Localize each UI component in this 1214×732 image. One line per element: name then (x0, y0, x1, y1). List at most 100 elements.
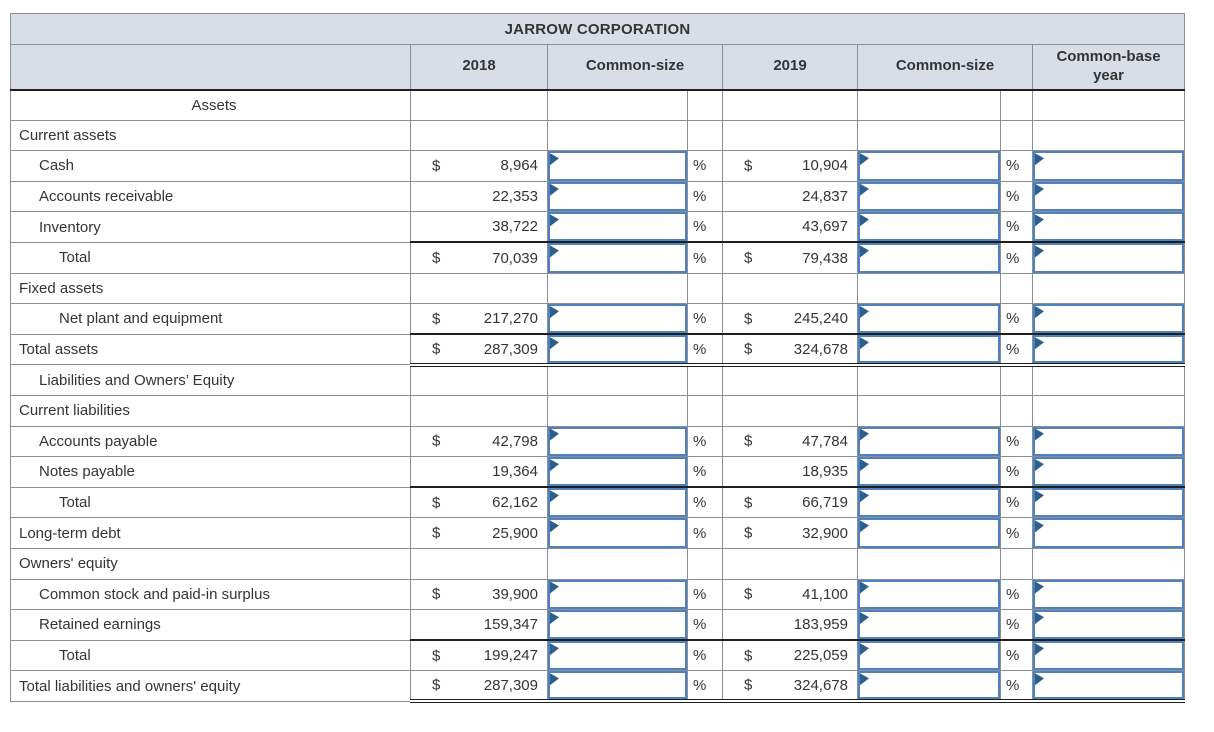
common-size-2018-input-cell (547, 670, 688, 704)
common-size-2019-input[interactable] (858, 182, 1000, 211)
common-size-2019-input[interactable] (858, 671, 1000, 698)
amount-2018: $217,270 (410, 303, 548, 335)
common-size-2018-input[interactable] (548, 518, 687, 548)
common-base-year-input-cell (1031, 547, 1186, 580)
percent-sign-2018: % (687, 609, 723, 641)
amount-2018: 38,722 (410, 211, 548, 243)
common-size-2018-input[interactable] (548, 579, 687, 609)
common-size-2019-input-cell (857, 547, 1001, 580)
common-size-2018-input[interactable] (548, 212, 687, 242)
common-size-2019-input[interactable] (858, 336, 1000, 361)
common-size-2018-input[interactable] (548, 642, 687, 670)
row-label: Current liabilities (10, 394, 411, 427)
amount-value: 287,309 (483, 340, 538, 358)
common-size-2018-input[interactable] (548, 610, 687, 640)
amount-value: 62,162 (492, 494, 538, 512)
common-base-year-input[interactable] (1033, 671, 1184, 698)
amount-2018: $42,798 (410, 425, 548, 458)
amount-2018: 22,353 (410, 180, 548, 213)
common-size-2018-input[interactable] (548, 427, 687, 456)
dollar-sign: $ (432, 310, 441, 328)
column-header-2018: 2018 (410, 44, 548, 91)
common-size-2018-input-cell (547, 578, 688, 611)
dollar-sign: $ (744, 647, 753, 665)
title-row: JARROW CORPORATION (9, 13, 1186, 45)
percent-sign-2019: % (1000, 211, 1033, 243)
percent-sign-2018: % (687, 150, 723, 182)
common-size-2018-input[interactable] (548, 457, 687, 487)
amount-2018 (410, 89, 548, 121)
common-base-year-input[interactable] (1033, 579, 1184, 609)
common-size-2019-input[interactable] (858, 457, 1000, 487)
amount-2019: $66,719 (722, 486, 858, 519)
amount-2019 (722, 89, 858, 121)
common-size-2018-input-cell (547, 609, 688, 641)
common-size-2018-input[interactable] (548, 336, 687, 361)
common-base-year-input[interactable] (1033, 457, 1184, 487)
common-size-2018-input[interactable] (548, 244, 687, 273)
amount-2019: $324,678 (722, 670, 858, 704)
common-size-2019-input[interactable] (858, 427, 1000, 456)
common-size-2019-input[interactable] (858, 610, 1000, 640)
common-base-year-input-cell (1031, 211, 1186, 243)
common-size-2018-input[interactable] (548, 671, 687, 698)
common-base-year-input-cell (1031, 303, 1186, 335)
common-size-2019-input[interactable] (858, 642, 1000, 670)
common-size-2019-input[interactable] (858, 518, 1000, 548)
amount-2018: $39,900 (410, 578, 548, 611)
common-size-2019-input-cell (857, 241, 1001, 274)
dollar-sign: $ (432, 585, 441, 603)
amount-value: 10,904 (802, 157, 848, 175)
amount-value: 25,900 (492, 524, 538, 542)
percent-sign-2019: % (1000, 486, 1033, 519)
common-base-year-input[interactable] (1033, 610, 1184, 640)
common-base-year-input[interactable] (1033, 182, 1184, 211)
percent-sign-2018 (687, 364, 723, 396)
common-base-year-input[interactable] (1033, 336, 1184, 361)
common-size-2018-input[interactable] (548, 304, 687, 334)
amount-2019: 183,959 (722, 609, 858, 641)
common-size-2019-input-cell (857, 119, 1001, 152)
row-label: Total (10, 639, 411, 672)
dollar-sign: $ (432, 647, 441, 665)
row-label: Fixed assets (10, 272, 411, 305)
amount-2019 (722, 364, 858, 396)
common-size-2019-input[interactable] (858, 489, 1000, 517)
amount-value: 42,798 (492, 432, 538, 450)
common-base-year-input[interactable] (1033, 427, 1184, 456)
common-base-year-input[interactable] (1033, 151, 1184, 181)
row-label: Assets (10, 89, 411, 121)
common-size-2019-input-cell (857, 578, 1001, 611)
percent-sign-2019: % (1000, 578, 1033, 611)
table-row: Accounts payable $42,798% $47,784% (10, 425, 1186, 458)
common-base-year-input-cell (1031, 272, 1186, 305)
common-base-year-input[interactable] (1033, 518, 1184, 548)
common-size-2019-input[interactable] (858, 212, 1000, 242)
column-header-row: 2018 Common-size 2019 Common-size Common… (10, 44, 1186, 91)
amount-value: 70,039 (492, 249, 538, 267)
common-base-year-input[interactable] (1033, 304, 1184, 334)
common-size-2018-input[interactable] (548, 151, 687, 181)
amount-value: 324,678 (793, 676, 848, 694)
common-base-year-input[interactable] (1033, 212, 1184, 242)
row-label: Accounts receivable (10, 180, 411, 213)
common-size-2019-input[interactable] (858, 304, 1000, 334)
common-base-year-input-cell (1031, 517, 1186, 549)
common-size-2019-input[interactable] (858, 244, 1000, 273)
table-row: Current liabilities (10, 394, 1186, 427)
percent-sign-2018: % (687, 425, 723, 458)
common-base-year-input[interactable] (1033, 642, 1184, 670)
common-base-year-input[interactable] (1033, 244, 1184, 273)
common-size-2019-input[interactable] (858, 151, 1000, 181)
common-size-2019-input-cell (857, 609, 1001, 641)
common-size-2018-input[interactable] (548, 489, 687, 517)
common-base-year-input[interactable] (1033, 489, 1184, 517)
common-size-2018-input[interactable] (548, 182, 687, 211)
table-row: Fixed assets (10, 272, 1186, 305)
amount-2018: $25,900 (410, 517, 548, 549)
common-size-2019-input[interactable] (858, 579, 1000, 609)
dollar-sign: $ (432, 432, 441, 450)
common-base-year-input-cell (1031, 609, 1186, 641)
row-label: Total assets (10, 333, 411, 366)
amount-value: 32,900 (802, 524, 848, 542)
